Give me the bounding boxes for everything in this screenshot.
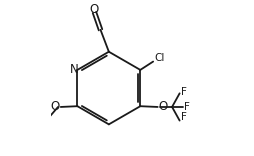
Text: F: F <box>184 102 190 112</box>
Text: O: O <box>89 2 98 16</box>
Text: O: O <box>158 100 168 113</box>
Text: N: N <box>70 63 78 76</box>
Text: F: F <box>181 87 187 97</box>
Text: F: F <box>181 112 187 122</box>
Text: Cl: Cl <box>154 53 164 63</box>
Text: O: O <box>51 100 60 113</box>
